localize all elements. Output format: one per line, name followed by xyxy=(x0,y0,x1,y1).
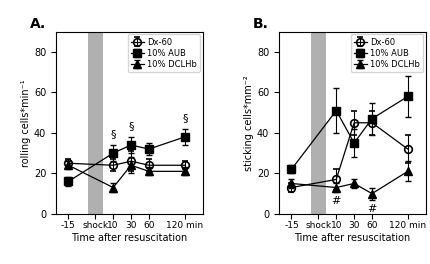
Text: B.: B. xyxy=(252,17,268,31)
Text: #: # xyxy=(367,204,377,214)
Text: §: § xyxy=(128,121,134,131)
X-axis label: Time after resuscitation: Time after resuscitation xyxy=(71,233,187,243)
Y-axis label: rolling cells*min⁻¹: rolling cells*min⁻¹ xyxy=(21,79,31,167)
Text: A.: A. xyxy=(30,17,46,31)
Bar xyxy=(88,32,103,214)
Text: §: § xyxy=(111,129,116,139)
Text: §: § xyxy=(182,113,187,123)
Legend: Dx-60, 10% AUB, 10% DCLHb: Dx-60, 10% AUB, 10% DCLHb xyxy=(351,34,423,72)
Bar xyxy=(311,32,326,214)
Y-axis label: sticking cells*mm⁻²: sticking cells*mm⁻² xyxy=(244,75,254,171)
Text: #: # xyxy=(332,196,341,206)
X-axis label: Time after resuscitation: Time after resuscitation xyxy=(294,233,411,243)
Legend: Dx-60, 10% AUB, 10% DCLHb: Dx-60, 10% AUB, 10% DCLHb xyxy=(128,34,200,72)
